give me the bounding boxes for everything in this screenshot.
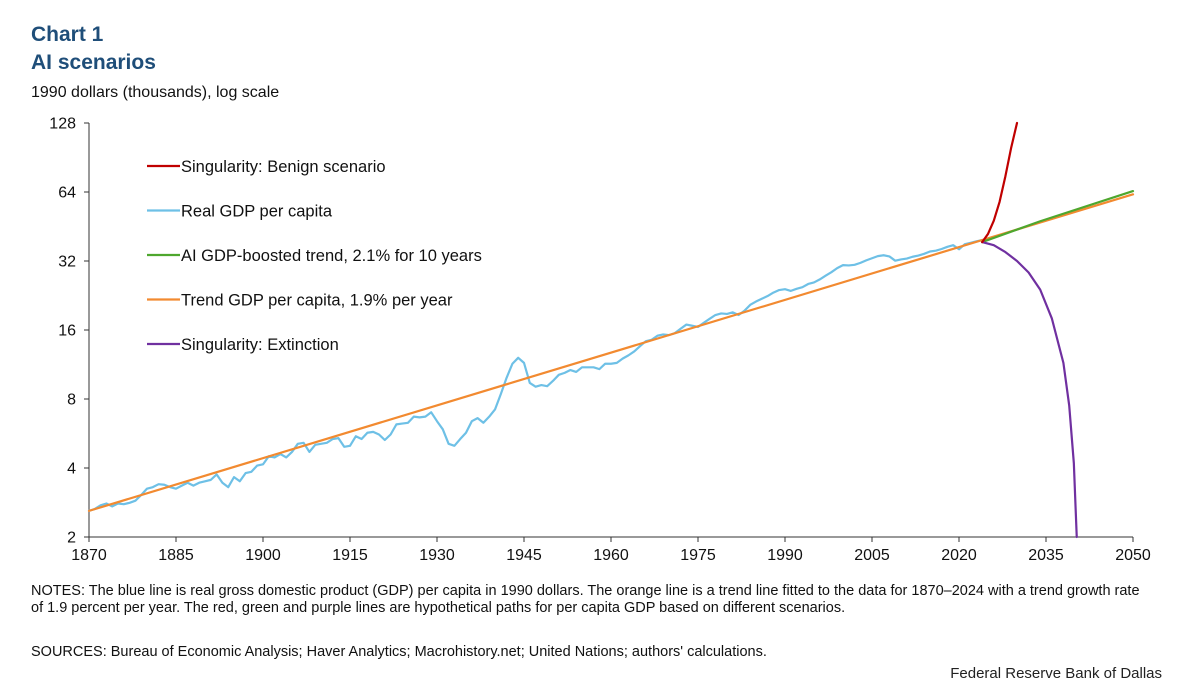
series-line-0: [981, 121, 1019, 244]
legend-label: Trend GDP per capita, 1.9% per year: [181, 292, 453, 310]
x-tick-label: 1915: [332, 547, 368, 564]
x-tick-label: 1885: [158, 547, 194, 564]
chart-series: [87, 121, 1135, 539]
x-tick-label: 1930: [419, 547, 455, 564]
x-tick-label: 1960: [593, 547, 629, 564]
units-label: 1990 dollars (thousands), log scale: [31, 84, 280, 101]
notes: NOTES: The blue line is real gross domes…: [31, 583, 1140, 616]
chart-title: AI scenarios: [31, 51, 156, 74]
chart-axes: 2 4 8 16 32 64 128 1870 1885 1900 1915 1930 1945 1960…: [49, 116, 1151, 565]
series-line-2: [981, 189, 1135, 244]
legend-label: Singularity: Benign scenario: [181, 158, 386, 176]
y-tick-label: 32: [58, 254, 76, 271]
legend-label: AI GDP-boosted trend, 2.1% for 10 years: [181, 247, 482, 265]
series-line-4: [981, 240, 1078, 539]
credit: Federal Reserve Bank of Dallas: [950, 665, 1162, 682]
x-tick-label: 2035: [1028, 547, 1064, 564]
sources: SOURCES: Bureau of Economic Analysis; Ha…: [31, 644, 767, 660]
chart-number: Chart 1: [31, 23, 104, 46]
y-tick-label: 16: [58, 323, 76, 340]
y-tick-label: 4: [67, 461, 76, 478]
x-tick-label: 1900: [245, 547, 281, 564]
x-tick-label: 2005: [854, 547, 890, 564]
y-tick-label: 2: [67, 530, 76, 547]
x-tick-label: 1975: [680, 547, 716, 564]
x-tick-label: 2020: [941, 547, 977, 564]
chart-legend: Singularity: Benign scenario Real GDP per…: [147, 158, 482, 354]
y-tick-label: 64: [58, 185, 76, 202]
x-tick-label: 1870: [71, 547, 107, 564]
x-tick-label: 1945: [506, 547, 542, 564]
x-tick-label: 2050: [1115, 547, 1151, 564]
series-line-1: [87, 238, 984, 512]
legend-label: Singularity: Extinction: [181, 336, 339, 354]
series-line-3: [87, 193, 1135, 512]
chart-plot: 2 4 8 16 32 64 128 1870 1885 1900 1915 1930 1945 1960…: [49, 116, 1151, 565]
y-tick-label: 8: [67, 392, 76, 409]
x-tick-label: 1990: [767, 547, 803, 564]
y-tick-label: 128: [49, 116, 76, 133]
legend-label: Real GDP per capita: [181, 203, 333, 221]
